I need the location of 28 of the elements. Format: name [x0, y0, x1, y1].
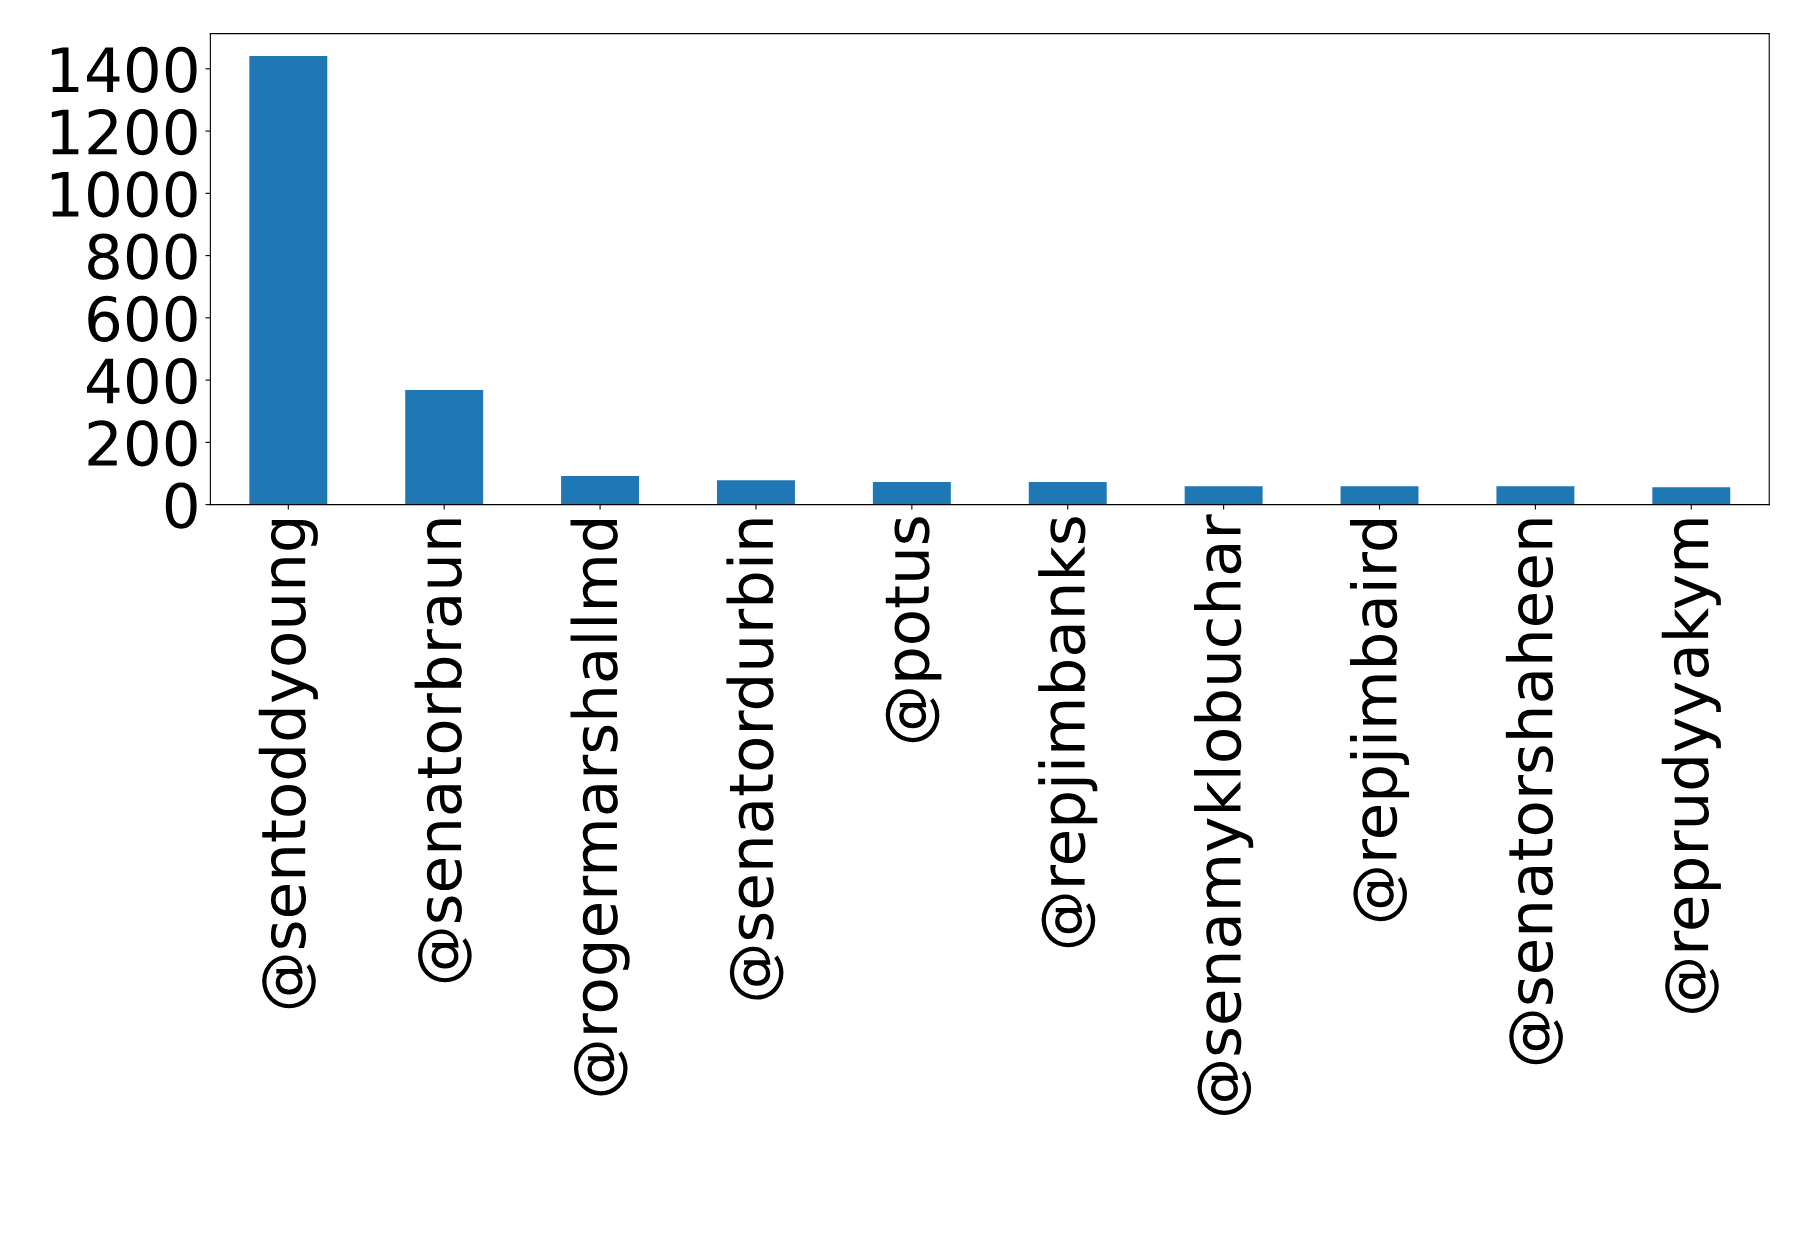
bar	[561, 475, 640, 505]
x-tick-label: @senatorbraun	[414, 519, 472, 983]
bar	[1652, 487, 1731, 505]
x-tick-label: @repjimbaird	[1349, 519, 1410, 922]
bar	[872, 481, 951, 505]
x-tick-label: @repjimbanks	[1038, 517, 1098, 948]
x-tick-label: @rogermarshallmd	[570, 519, 630, 1096]
bar	[249, 56, 328, 505]
y-tick-label: 600	[88, 295, 197, 342]
y-tick-label: 1200	[51, 108, 197, 156]
bar	[1496, 486, 1575, 505]
x-tick-label: @senatordurbin	[726, 519, 784, 1000]
bar	[405, 390, 484, 505]
x-tick-label: @potus	[885, 517, 942, 743]
y-tick-label: 0	[165, 482, 197, 529]
y-tick-label: 1400	[51, 46, 197, 93]
x-tick-label: @senamyklobuchar	[1194, 514, 1254, 1115]
bar	[1340, 486, 1419, 505]
bar	[1028, 481, 1107, 505]
y-tick-label: 200	[88, 420, 197, 467]
bar	[717, 480, 795, 505]
x-tick-label: @reprudyyakym	[1661, 519, 1721, 1013]
y-tick-label: 400	[86, 357, 197, 405]
x-tick-label: @sentoddyoung	[258, 519, 318, 1009]
y-tick-label: 1000	[51, 171, 197, 218]
y-tick-label: 800	[88, 233, 197, 280]
x-tick-label: @senatorshaheen	[1505, 519, 1563, 1065]
bar	[1184, 486, 1263, 505]
